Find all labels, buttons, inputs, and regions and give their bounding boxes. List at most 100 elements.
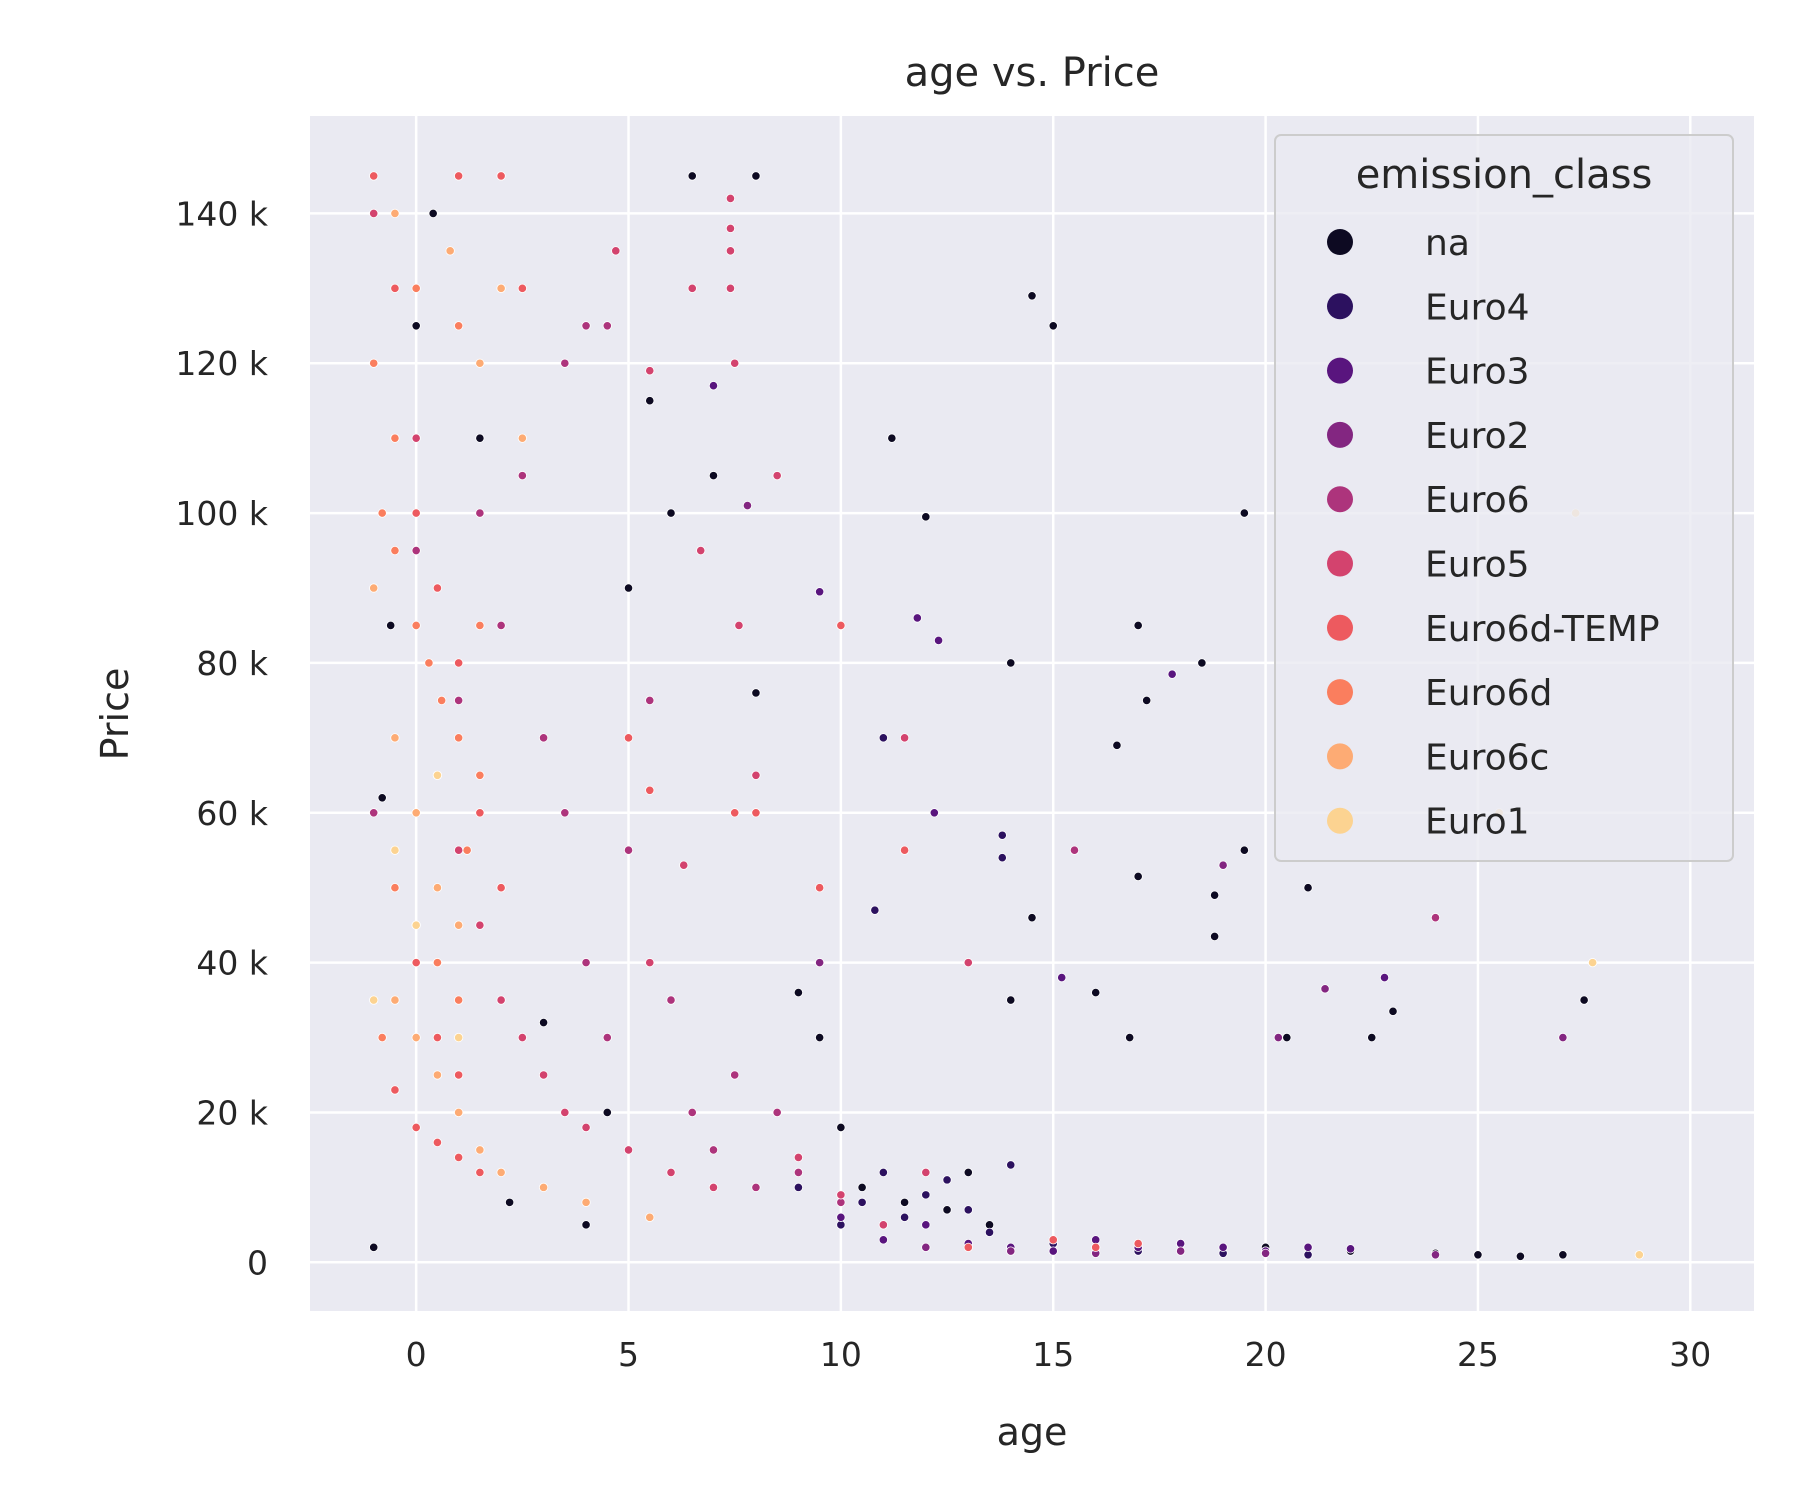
data-point bbox=[730, 358, 740, 368]
data-point bbox=[921, 512, 931, 522]
data-point bbox=[475, 433, 485, 443]
data-point bbox=[369, 171, 379, 181]
data-point bbox=[963, 958, 973, 968]
legend-marker bbox=[1327, 614, 1353, 641]
data-point bbox=[1367, 1032, 1377, 1043]
data-point bbox=[623, 583, 634, 593]
data-point bbox=[1006, 1246, 1016, 1256]
data-point bbox=[390, 208, 400, 218]
data-point bbox=[1167, 669, 1177, 679]
data-point bbox=[432, 1137, 443, 1148]
series-euro5 bbox=[369, 193, 973, 1230]
data-point bbox=[1133, 620, 1143, 631]
legend-label: Euro6 bbox=[1425, 480, 1530, 521]
data-point bbox=[428, 208, 438, 218]
data-point bbox=[1430, 1250, 1441, 1260]
data-point bbox=[411, 958, 421, 968]
data-point bbox=[772, 471, 782, 481]
data-point bbox=[432, 1032, 443, 1043]
data-point bbox=[454, 321, 464, 331]
data-point bbox=[815, 883, 825, 893]
data-point bbox=[475, 620, 485, 631]
data-point bbox=[887, 433, 897, 443]
data-point bbox=[645, 366, 655, 376]
series-euro2 bbox=[742, 500, 1568, 1260]
data-point bbox=[454, 658, 464, 668]
data-point bbox=[581, 1220, 591, 1230]
data-point bbox=[1239, 845, 1249, 855]
data-point bbox=[1091, 987, 1101, 998]
data-point bbox=[1320, 984, 1330, 994]
series-euro6 bbox=[369, 171, 1441, 1207]
legend-label: Euro4 bbox=[1425, 287, 1530, 328]
data-point bbox=[602, 321, 612, 331]
data-point bbox=[921, 1242, 931, 1252]
data-point bbox=[1260, 1248, 1271, 1258]
data-point bbox=[390, 995, 400, 1005]
legend-label: na bbox=[1425, 223, 1470, 264]
data-point bbox=[730, 808, 740, 818]
legend: emission_class na Euro4 Euro3 Euro2 Euro6 Eur… bbox=[1274, 134, 1734, 862]
data-point bbox=[390, 545, 400, 556]
y-tick-label: 20 k bbox=[196, 1093, 268, 1132]
data-point bbox=[645, 1212, 655, 1222]
legend-label: Euro3 bbox=[1425, 352, 1530, 393]
data-point bbox=[725, 193, 736, 204]
data-point bbox=[1379, 972, 1390, 983]
data-point bbox=[1515, 1251, 1526, 1261]
data-point bbox=[475, 920, 485, 930]
legend-box bbox=[1274, 134, 1734, 862]
legend-marker bbox=[1327, 807, 1353, 834]
x-tick-label: 15 bbox=[1032, 1335, 1074, 1374]
data-point bbox=[912, 613, 922, 623]
data-point bbox=[1006, 658, 1016, 668]
data-point bbox=[538, 1017, 549, 1028]
data-point bbox=[1133, 871, 1143, 882]
data-point bbox=[454, 695, 464, 705]
data-point bbox=[1430, 913, 1441, 923]
data-point bbox=[432, 583, 443, 593]
data-point bbox=[1048, 321, 1058, 331]
data-point bbox=[445, 246, 455, 256]
data-point bbox=[1303, 883, 1313, 893]
data-point bbox=[432, 883, 443, 893]
data-point bbox=[517, 1032, 527, 1043]
data-point bbox=[411, 1122, 421, 1133]
series-na bbox=[369, 171, 1589, 1261]
data-point bbox=[725, 246, 736, 256]
data-point bbox=[517, 433, 527, 443]
data-point bbox=[454, 1107, 464, 1118]
x-tick-label: 5 bbox=[618, 1335, 639, 1374]
data-point bbox=[411, 620, 421, 631]
data-point bbox=[411, 808, 421, 818]
y-tick-label: 140 k bbox=[175, 194, 268, 233]
data-point bbox=[687, 283, 697, 293]
data-point bbox=[921, 1190, 931, 1200]
data-point bbox=[454, 1070, 464, 1080]
data-point bbox=[878, 1167, 888, 1177]
legend-marker bbox=[1327, 486, 1353, 513]
data-point bbox=[899, 733, 910, 743]
data-point bbox=[878, 1235, 888, 1245]
data-point bbox=[742, 500, 753, 511]
data-point bbox=[581, 958, 591, 968]
data-point bbox=[475, 770, 485, 780]
data-point bbox=[751, 171, 761, 181]
data-point bbox=[454, 920, 464, 930]
data-point bbox=[857, 1182, 867, 1192]
data-points bbox=[369, 171, 1644, 1261]
legend-label: Euro5 bbox=[1425, 545, 1530, 586]
data-point bbox=[623, 845, 634, 855]
data-point bbox=[942, 1205, 952, 1215]
legend-label: Euro6c bbox=[1425, 737, 1549, 778]
chart-title: age vs. Price bbox=[905, 50, 1160, 96]
data-point bbox=[386, 620, 396, 631]
data-point bbox=[517, 471, 527, 481]
data-point bbox=[1345, 1244, 1356, 1254]
series-euro6d bbox=[369, 283, 506, 1043]
data-point bbox=[857, 1197, 867, 1207]
data-point bbox=[390, 1085, 400, 1095]
data-point bbox=[645, 958, 655, 968]
data-point bbox=[560, 808, 570, 818]
